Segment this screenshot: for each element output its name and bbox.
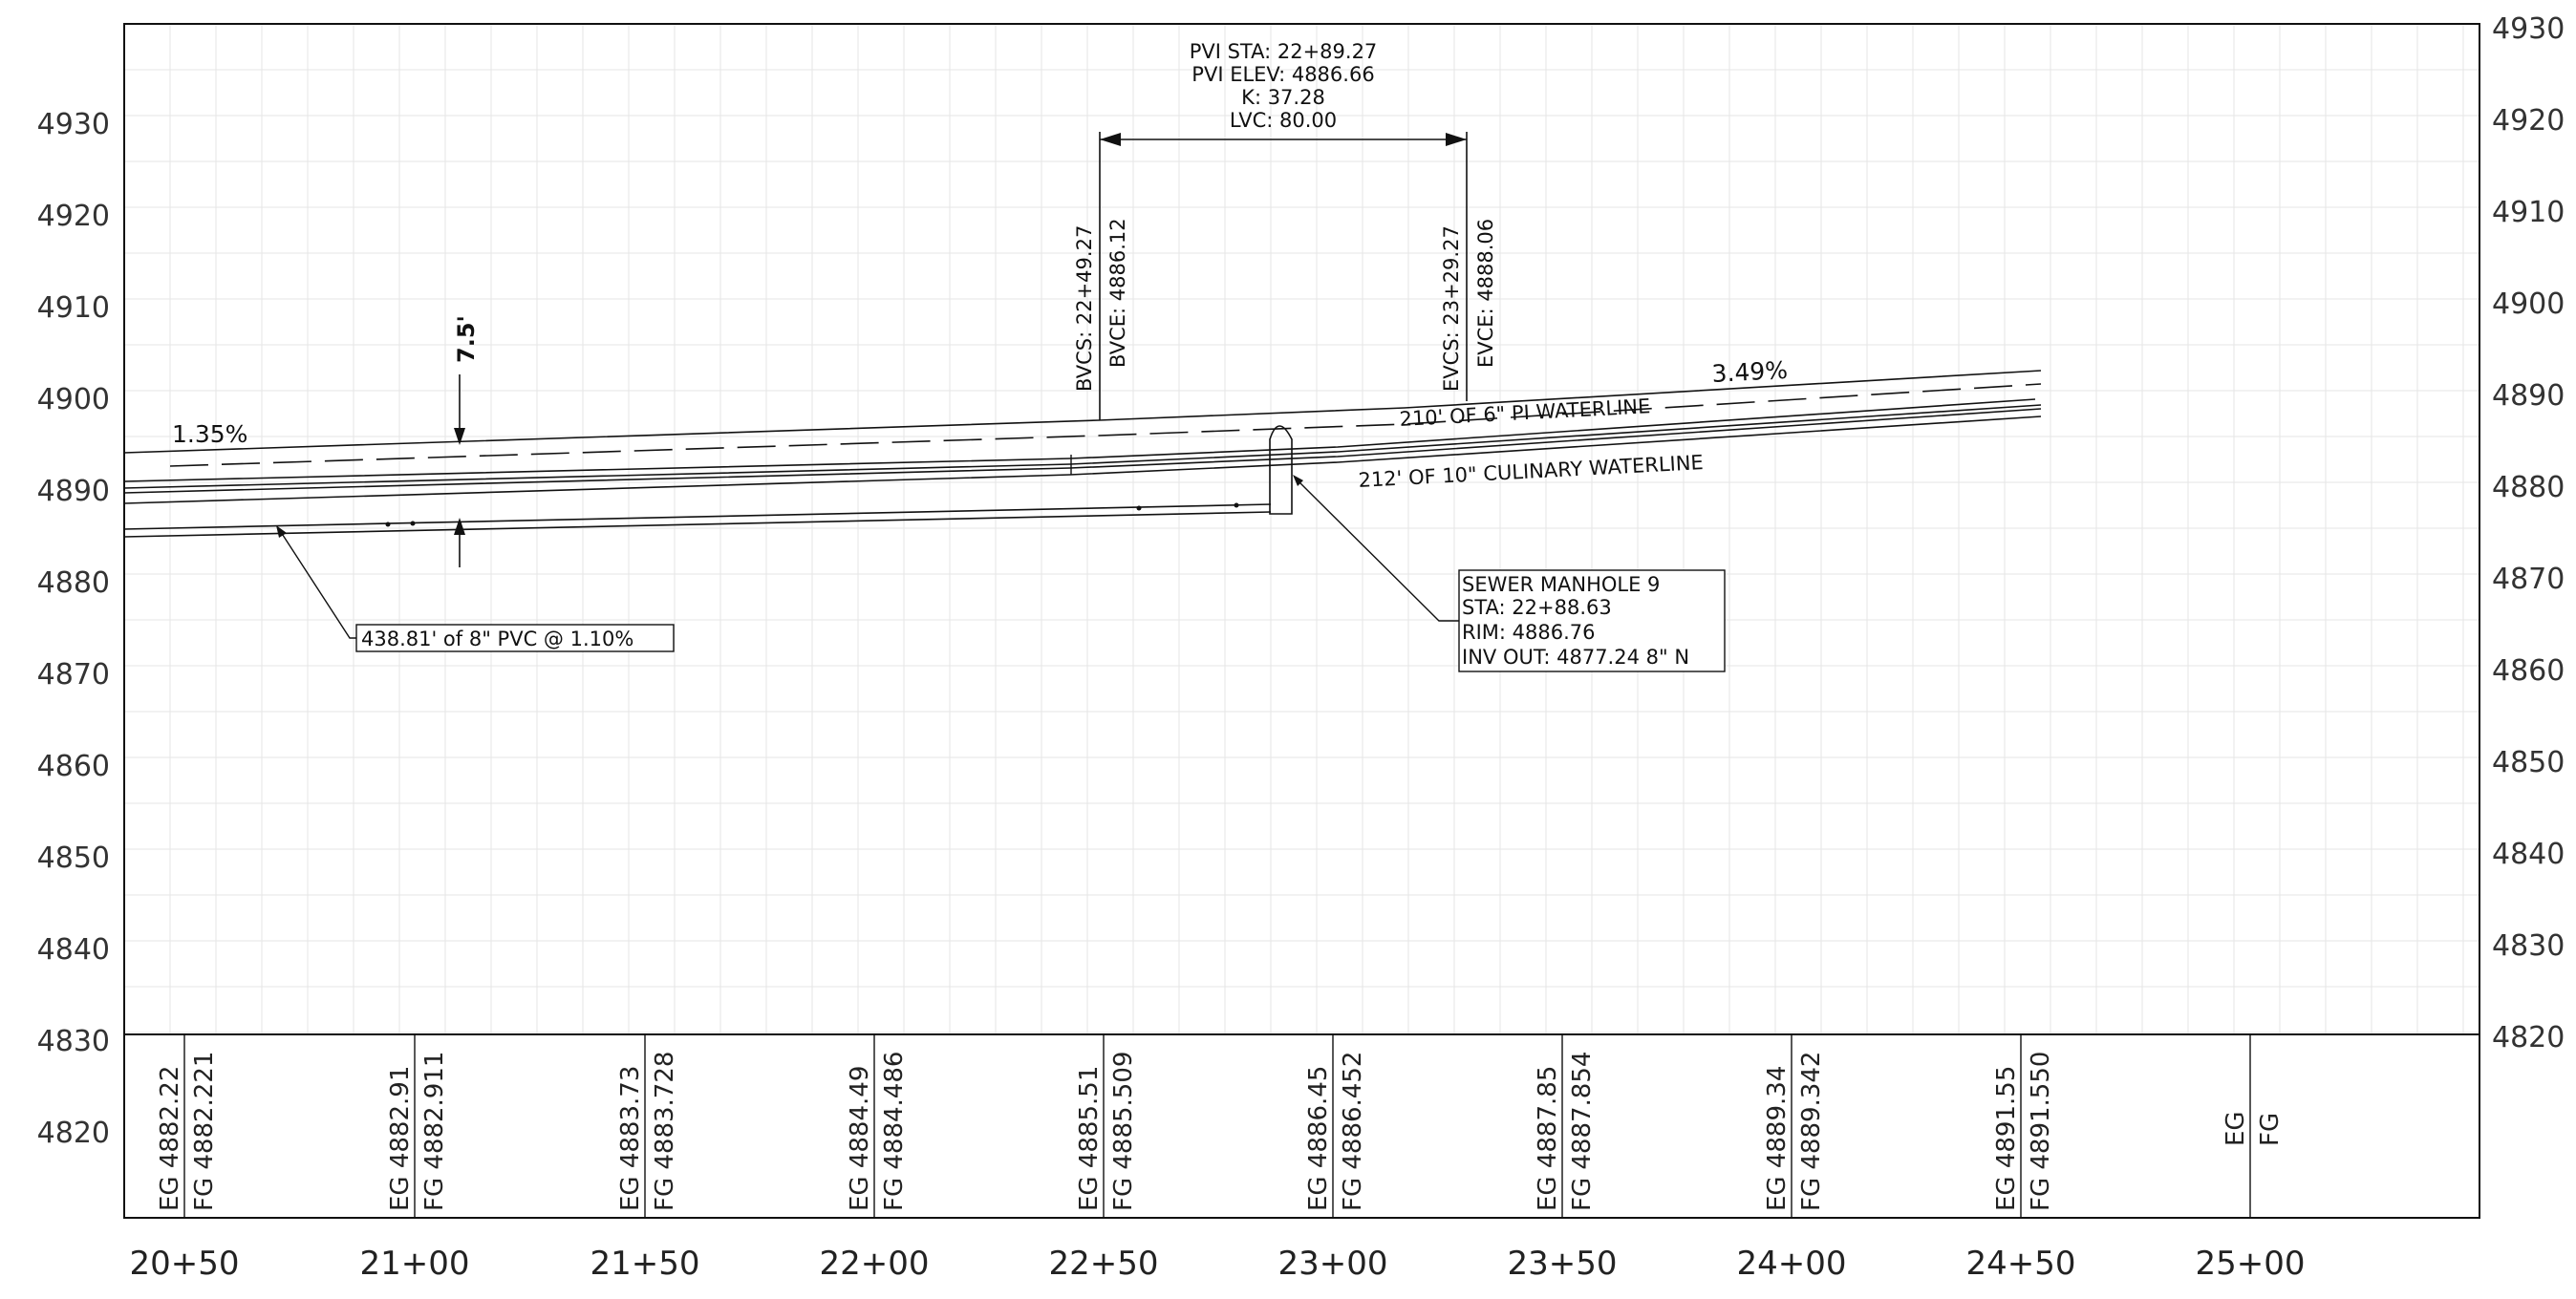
elevation-label: 4840	[2492, 838, 2565, 871]
eg-value: EG 4889.34	[1763, 1066, 1792, 1211]
station-label: 25+00	[2195, 1245, 2305, 1283]
cover-depth-label: 7.5'	[453, 315, 480, 363]
elevation-label: 4920	[37, 200, 110, 233]
eg-value: EG	[2222, 1111, 2250, 1146]
manhole-invert-out: INV OUT: 4877.24 8" N	[1462, 646, 1689, 669]
manhole-name: SEWER MANHOLE 9	[1462, 573, 1660, 596]
road-section-line	[123, 408, 2042, 494]
data-table: EG 4882.22 FG 4882.221 EG 4882.91 FG 488…	[156, 1052, 2285, 1211]
eg-value: EG 4882.91	[386, 1066, 415, 1211]
dashed-grade-line	[169, 383, 2042, 467]
elevation-label: 4920	[2492, 104, 2565, 138]
elevation-label: 4930	[37, 108, 110, 141]
elevation-label: 4910	[37, 291, 110, 325]
vertical-curve-annotation: PVI STA: 22+89.27 PVI ELEV: 4886.66 K: 3…	[1073, 40, 1497, 420]
fg-value: FG 4885.509	[1109, 1052, 1138, 1211]
elevation-label: 4890	[2492, 379, 2565, 413]
profile-frame	[123, 23, 2480, 1219]
bvcs-label: BVCS: 22+49.27	[1073, 225, 1096, 392]
road-profile	[123, 370, 2042, 504]
station-label: 24+50	[1965, 1245, 2075, 1283]
elevation-label: 4820	[2492, 1021, 2565, 1054]
elevation-label: 4860	[37, 750, 110, 783]
evcs-label: EVCS: 23+29.27	[1440, 225, 1463, 392]
fg-value: FG 4886.452	[1339, 1052, 1367, 1211]
station-label: 23+50	[1507, 1245, 1617, 1283]
right-elevation-axis: 4930 4920 4910 4900 4890 4880 4870 4860 …	[2492, 12, 2565, 1054]
sewer-pipe	[123, 502, 1272, 538]
eg-value: EG 4882.22	[156, 1066, 184, 1211]
station-label: 23+00	[1277, 1245, 1387, 1283]
elevation-label: 4840	[37, 933, 110, 967]
eg-value: EG 4885.51	[1075, 1066, 1104, 1211]
station-label: 24+00	[1736, 1245, 1846, 1283]
fg-value: FG	[2256, 1113, 2285, 1146]
elevation-label: 4900	[37, 383, 110, 416]
elevation-label: 4870	[37, 658, 110, 692]
station-axis: 20+50 21+00 21+50 22+00 22+50 23+00 23+5…	[129, 1245, 2305, 1283]
elevation-label: 4820	[37, 1117, 110, 1150]
eg-value: EG 4886.45	[1304, 1066, 1333, 1211]
elevation-label: 4830	[37, 1025, 110, 1058]
fg-value: FG 4884.486	[880, 1052, 909, 1211]
sewer-manhole	[1269, 425, 1293, 515]
data-table-dividers	[183, 1034, 2251, 1218]
sewer-pipe-label: 438.81' of 8" PVC @ 1.10%	[361, 628, 633, 650]
elevation-label: 4880	[2492, 471, 2565, 504]
elevation-label: 4910	[2492, 196, 2565, 229]
lvc-value: LVC: 80.00	[1230, 109, 1337, 132]
elevation-label: 4850	[37, 841, 110, 875]
sewer-pipe-callout: 438.81' of 8" PVC @ 1.10%	[276, 525, 675, 652]
eg-value: EG 4887.85	[1534, 1066, 1562, 1211]
left-elevation-axis: 4930 4920 4910 4900 4890 4880 4870 4860 …	[37, 108, 110, 1150]
fg-value: FG 4889.342	[1797, 1052, 1826, 1211]
k-value: K: 37.28	[1241, 86, 1325, 109]
elevation-label: 4890	[37, 475, 110, 508]
manhole-callout: SEWER MANHOLE 9 STA: 22+88.63 RIM: 4886.…	[1293, 475, 1726, 672]
eg-value: EG 4883.73	[616, 1066, 645, 1211]
right-grade-label: 3.49%	[1711, 356, 1789, 388]
left-grade-label: 1.35%	[172, 420, 247, 448]
fg-value: FG 4882.911	[420, 1052, 449, 1211]
pvi-station: PVI STA: 22+89.27	[1190, 40, 1378, 63]
station-label: 21+00	[359, 1245, 469, 1283]
elevation-label: 4880	[37, 566, 110, 600]
eg-value: EG 4891.55	[1992, 1066, 2021, 1211]
eg-value: EG 4884.49	[846, 1066, 874, 1211]
elevation-label: 4860	[2492, 654, 2565, 688]
station-label: 22+00	[819, 1245, 929, 1283]
pvi-elevation: PVI ELEV: 4886.66	[1191, 63, 1374, 86]
cover-depth-dimension: 7.5'	[453, 315, 480, 567]
fg-value: FG 4887.854	[1568, 1052, 1597, 1211]
station-label: 22+50	[1048, 1245, 1158, 1283]
station-label: 21+50	[590, 1245, 699, 1283]
station-label: 20+50	[129, 1245, 239, 1283]
manhole-rim: RIM: 4886.76	[1462, 621, 1596, 644]
finished-grade-line	[123, 370, 2042, 454]
fg-value: FG 4891.550	[2027, 1052, 2055, 1211]
elevation-label: 4870	[2492, 563, 2565, 596]
elevation-label: 4900	[2492, 287, 2565, 321]
elevation-label: 4930	[2492, 12, 2565, 46]
road-section-line	[123, 404, 2042, 489]
road-section-line	[123, 415, 2042, 504]
fg-value: FG 4883.728	[651, 1052, 679, 1211]
fg-value: FG 4882.221	[190, 1052, 219, 1211]
manhole-station: STA: 22+88.63	[1462, 596, 1612, 619]
road-section-line	[123, 398, 2036, 482]
evce-label: EVCE: 4888.06	[1474, 219, 1497, 368]
bvce-label: BVCE: 4886.12	[1106, 218, 1129, 368]
elevation-label: 4830	[2492, 929, 2565, 963]
elevation-label: 4850	[2492, 746, 2565, 779]
